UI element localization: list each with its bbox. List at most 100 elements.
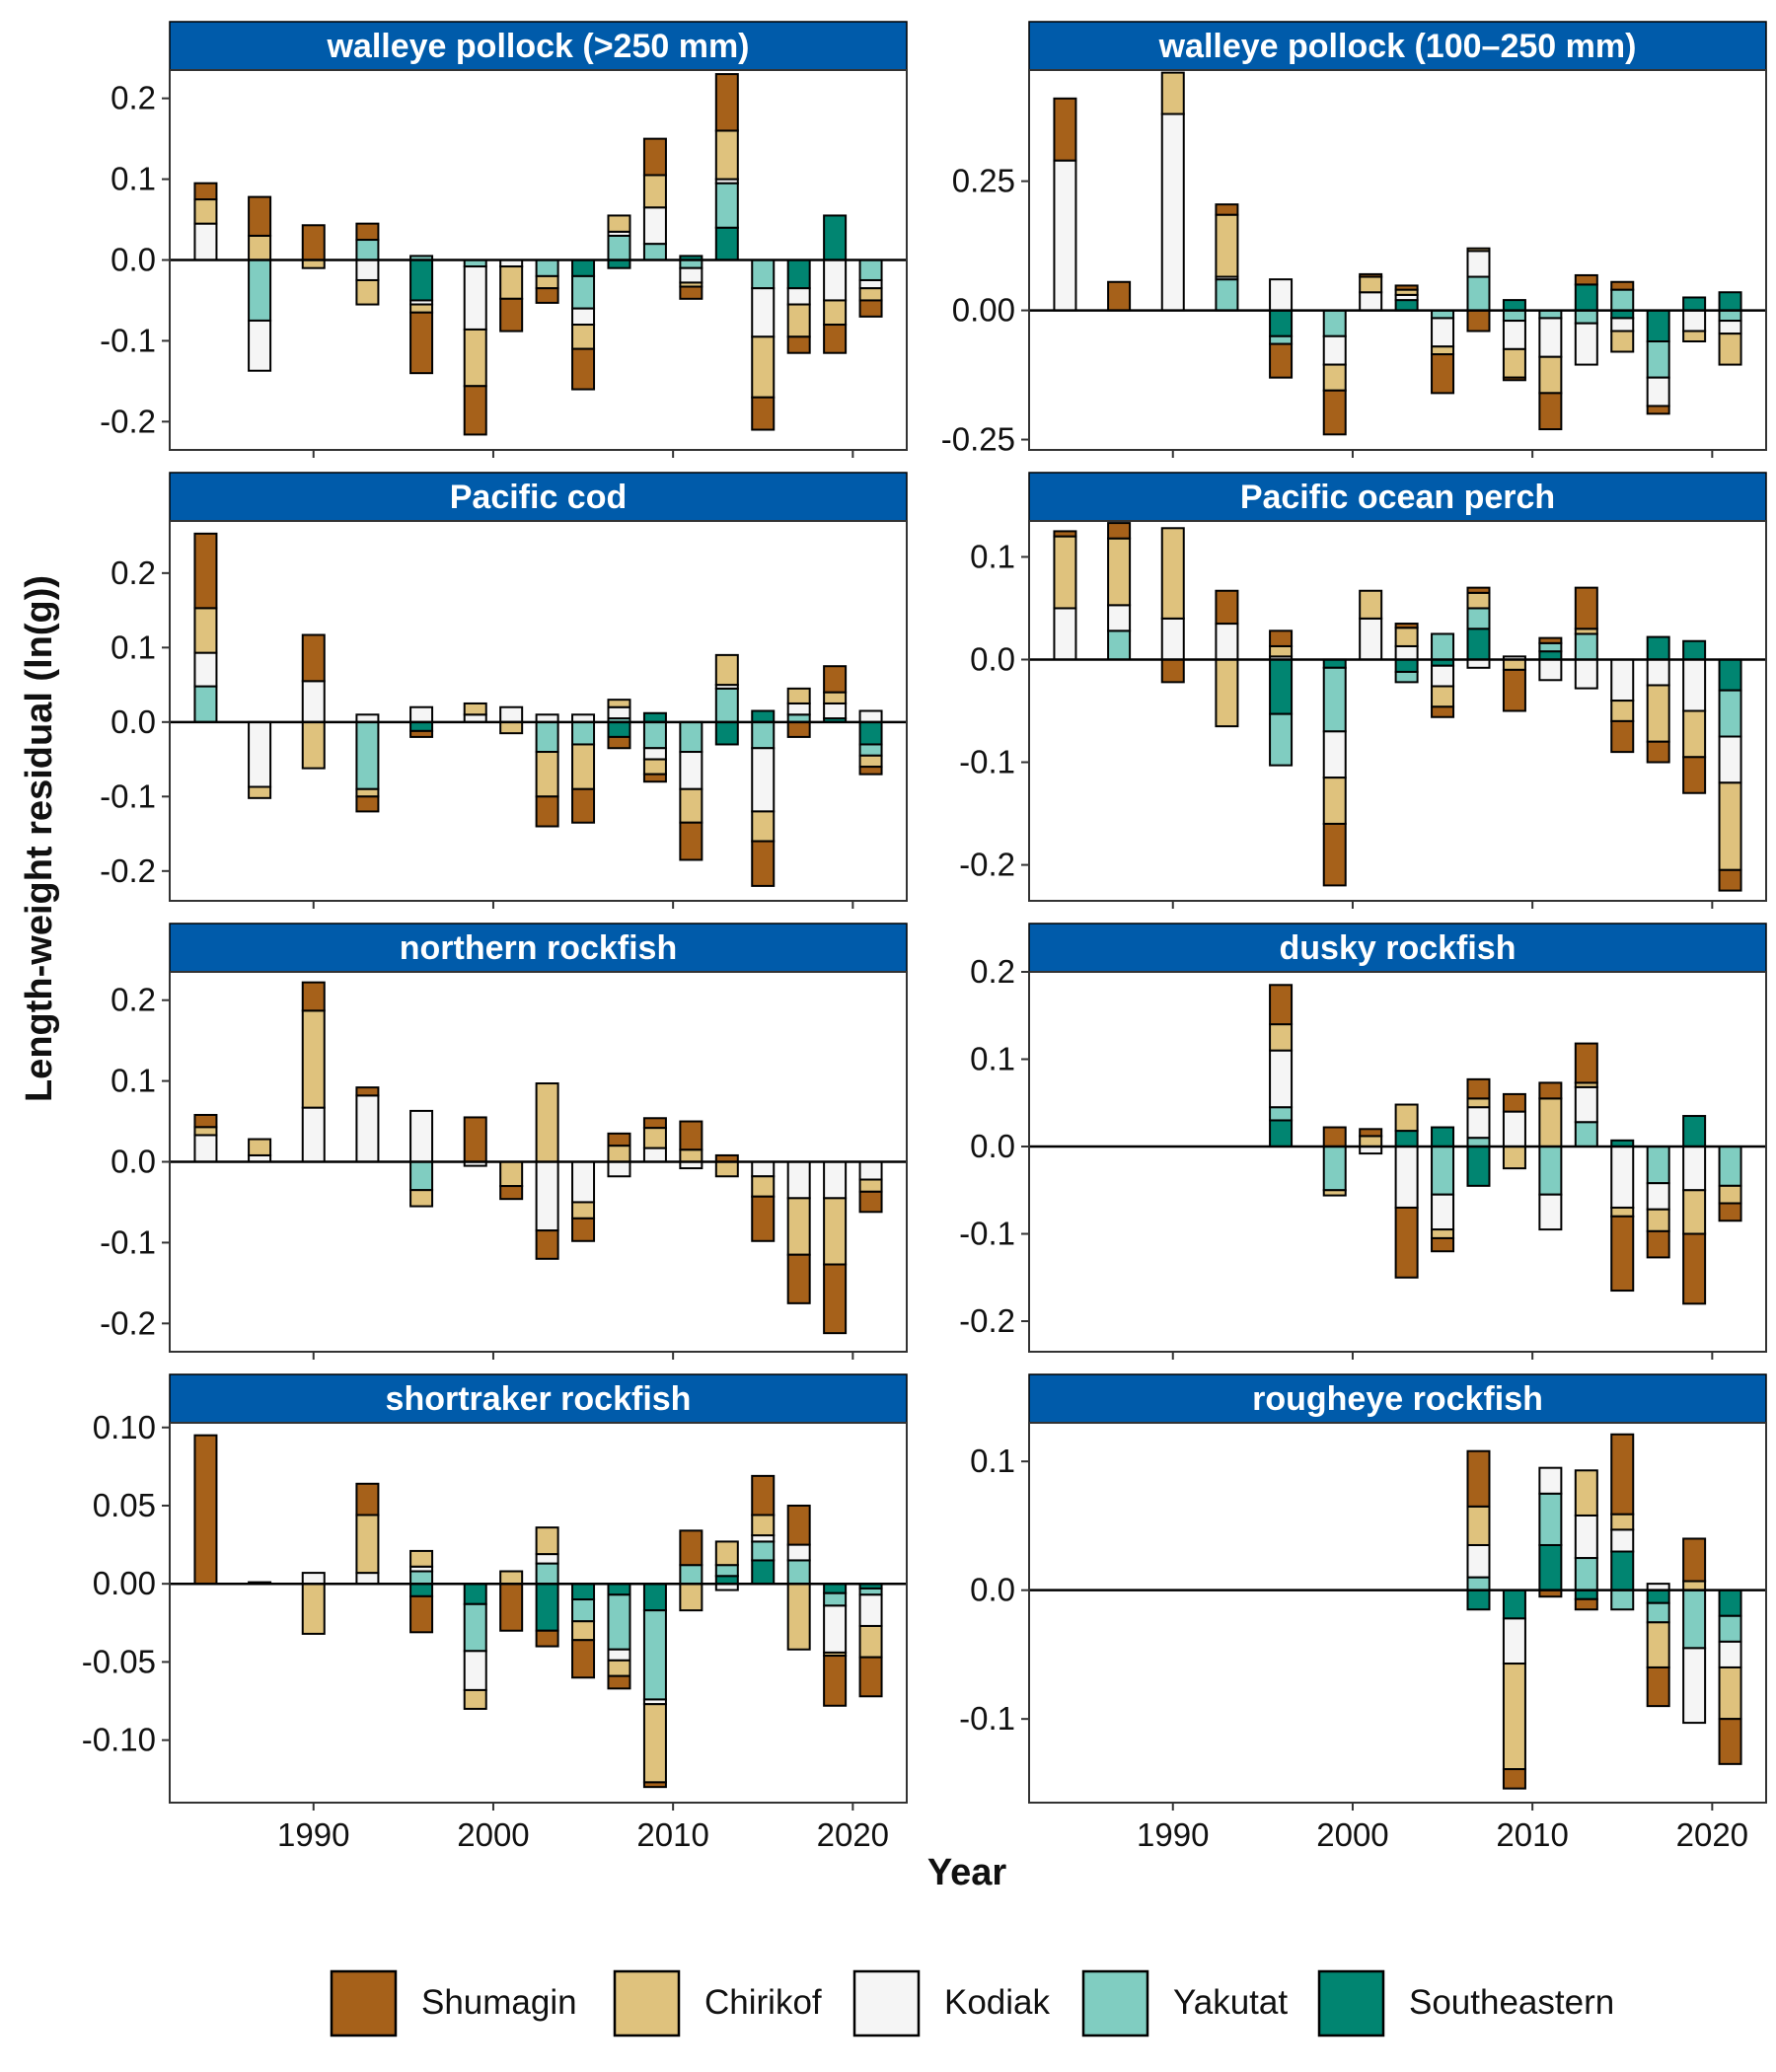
bar-segment-kodiak-2007 xyxy=(1466,250,1491,278)
bar-segment-kodiak-2013 xyxy=(1574,1085,1598,1124)
bar-segment-yakutat-1993 xyxy=(1215,278,1239,312)
bar-segment-yakutat-2003 xyxy=(535,259,559,277)
bar-segment-kodiak-2007 xyxy=(1466,1106,1491,1140)
bars xyxy=(1269,984,1742,1305)
bar-segment-yakutat-2007 xyxy=(1466,1137,1491,1148)
bar-segment-shumagin-2013 xyxy=(1574,1042,1598,1084)
bar-segment-southeastern-2019 xyxy=(1682,296,1707,312)
bar-segment-yakutat-2009 xyxy=(1502,309,1526,323)
bar-segment-shumagin-2001 xyxy=(499,297,524,333)
bar-segment-kodiak-2005 xyxy=(1431,1193,1455,1231)
y-tick-label: 0.1 xyxy=(970,538,1015,574)
bars xyxy=(193,981,883,1335)
bar-segment-shumagin-2021 xyxy=(1718,868,1742,892)
bar-segment-shumagin-1999 xyxy=(1322,389,1347,436)
bar-segment-southeastern-2013 xyxy=(714,226,739,261)
y-tick-label: 0.2 xyxy=(111,80,156,116)
bar-segment-southeastern-2007 xyxy=(607,1583,631,1596)
y-tick-label: -0.10 xyxy=(82,1722,156,1758)
bar-segment-chirikof-2001 xyxy=(499,720,524,735)
bar-segment-yakutat-2021 xyxy=(858,743,883,757)
legend-label: Chirikof xyxy=(704,1983,822,2022)
bar-segment-southeastern-2009 xyxy=(1502,1589,1526,1620)
bar-segment-southeastern-2009 xyxy=(642,1583,667,1612)
bars xyxy=(193,532,883,887)
bar-segment-southeastern-2009 xyxy=(1502,299,1526,312)
bar-segment-chirikof-1996 xyxy=(1269,644,1294,658)
bar-segment-shumagin-2005 xyxy=(1431,1236,1455,1253)
bar-segment-southeastern-1996 xyxy=(409,259,434,302)
bar-segment-yakutat-1999 xyxy=(1322,666,1347,733)
bar-segment-chirikof-1999 xyxy=(1322,777,1347,825)
bar-segment-chirikof-2007 xyxy=(607,1659,631,1677)
bar-segment-chirikof-2013 xyxy=(714,129,739,181)
bar-segment-chirikof-2005 xyxy=(571,1201,596,1220)
bar-segment-chirikof-1987 xyxy=(248,785,272,799)
bar-segment-chirikof-2015 xyxy=(1610,330,1635,353)
bar-segment-southeastern-2021 xyxy=(1718,658,1742,692)
bar-segment-shumagin-2009 xyxy=(642,1781,667,1789)
bar-segment-kodiak-1993 xyxy=(355,1094,380,1163)
bar-segment-shumagin-2005 xyxy=(571,347,596,391)
bar-segment-shumagin-2015 xyxy=(1610,1433,1635,1516)
bar-segment-kodiak-2019 xyxy=(823,259,848,302)
bar-segment-southeastern-2005 xyxy=(1431,1126,1455,1148)
y-tick-label: 0.00 xyxy=(93,1565,156,1601)
bar-segment-kodiak-2005 xyxy=(1431,317,1455,348)
y-tick-label: -0.2 xyxy=(100,1304,156,1341)
y-tick-label: 0.2 xyxy=(111,555,156,591)
bar-segment-southeastern-2021 xyxy=(1718,291,1742,312)
bar-segment-kodiak-1996 xyxy=(1269,1049,1294,1109)
bar-segment-kodiak-2015 xyxy=(751,1160,776,1178)
panel-strip xyxy=(1028,472,1767,522)
bar-segment-shumagin-1987 xyxy=(1107,280,1132,312)
bar-segment-southeastern-2019 xyxy=(1682,639,1707,661)
legend-label: Yakutat xyxy=(1173,1983,1288,2022)
bar-segment-yakutat-1984 xyxy=(193,685,218,723)
bar-segment-chirikof-2005 xyxy=(571,1620,596,1642)
bar-segment-kodiak-1999 xyxy=(463,1650,487,1691)
bar-segment-kodiak-1996 xyxy=(409,705,434,723)
bar-segment-chirikof-2019 xyxy=(823,299,848,327)
bar-segment-yakutat-2015 xyxy=(751,1540,776,1562)
bar-segment-kodiak-2007 xyxy=(607,1160,631,1178)
panel-dusky-rockfish: dusky rockfish -0.2 -0.1 0.0 0.1 0.2 xyxy=(959,923,1767,1360)
bar-segment-chirikof-1996 xyxy=(1269,1023,1294,1052)
bar-segment-shumagin-1996 xyxy=(409,729,434,738)
bar-segment-southeastern-2021 xyxy=(858,720,883,746)
bar-segment-southeastern-2003 xyxy=(1394,1130,1419,1148)
bar-segment-southeastern-2003 xyxy=(1394,658,1419,673)
bar-segment-chirikof-2019 xyxy=(1682,1580,1707,1591)
bar-segment-chirikof-1996 xyxy=(409,1189,434,1208)
y-tick-label: 0.1 xyxy=(111,629,156,665)
bar-segment-chirikof-2017 xyxy=(786,687,811,704)
bar-segment-shumagin-2017 xyxy=(786,1253,811,1304)
bar-segment-chirikof-2009 xyxy=(642,758,667,776)
legend-swatch xyxy=(613,1969,681,2037)
bar-segment-shumagin-1984 xyxy=(193,532,218,610)
bar-segment-southeastern-2017 xyxy=(786,259,811,290)
bar-segment-southeastern-2019 xyxy=(823,214,848,261)
bar-segment-kodiak-2015 xyxy=(751,287,776,338)
panel-title: dusky rockfish xyxy=(1280,929,1517,967)
bar-segment-southeastern-2005 xyxy=(571,1583,596,1601)
bar-segment-shumagin-2003 xyxy=(535,795,559,828)
bar-segment-kodiak-2011 xyxy=(1538,658,1563,682)
bars xyxy=(193,1434,883,1789)
bar-segment-yakutat-1996 xyxy=(1269,1106,1294,1122)
bar-segment-shumagin-2017 xyxy=(1646,1229,1670,1259)
bar-segment-yakutat-2015 xyxy=(1610,288,1635,312)
bar-segment-yakutat-2015 xyxy=(1610,1589,1635,1611)
bar-segment-chirikof-1984 xyxy=(193,1126,218,1137)
bar-segment-shumagin-2011 xyxy=(679,1120,703,1151)
panel-shortraker-rockfish: shortraker rockfish -0.10 -0.05 0.00 0.05 0.1… xyxy=(82,1373,908,1853)
bar-segment-chirikof-2015 xyxy=(751,1514,776,1537)
bar-segment-shumagin-2021 xyxy=(858,766,883,776)
panel-title: rougheye rockfish xyxy=(1252,1380,1543,1418)
bar-segment-southeastern-2007 xyxy=(1466,1146,1491,1187)
bar-segment-shumagin-2013 xyxy=(1574,1597,1598,1611)
bar-segment-chirikof-2001 xyxy=(499,1570,524,1586)
bar-segment-shumagin-2021 xyxy=(1718,1202,1742,1222)
bar-segment-kodiak-2009 xyxy=(642,1147,667,1163)
bar-segment-kodiak-2009 xyxy=(642,747,667,761)
